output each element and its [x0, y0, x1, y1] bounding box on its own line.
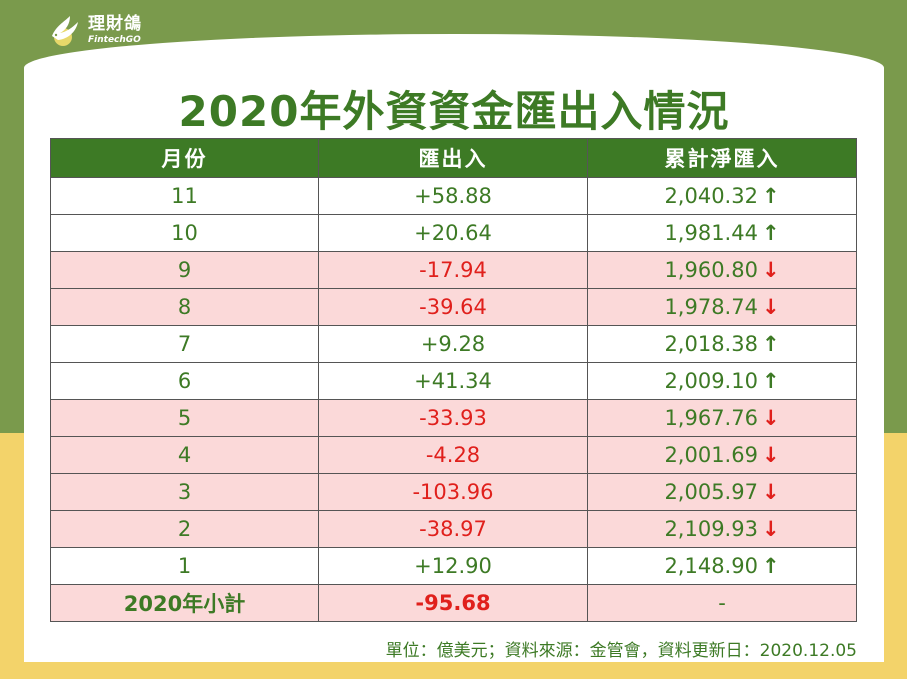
month-cell: 7: [50, 325, 319, 363]
arrow-up-icon: ↑: [761, 184, 780, 208]
header-month: 月份: [50, 138, 319, 178]
cumulative-cell: 1,967.76 ↓: [587, 399, 857, 437]
cumulative-cell: 1,978.74 ↓: [587, 288, 857, 326]
arrow-down-icon: ↓: [761, 406, 780, 430]
month-cell: 5: [50, 399, 319, 437]
footnote: 單位：億美元；資料來源：金管會，資料更新日：2020.12.05: [385, 641, 857, 661]
flow-cell: -103.96: [318, 473, 588, 511]
logo: 理財鴿 FintechGO: [46, 10, 142, 50]
flow-cell: +12.90: [318, 547, 588, 585]
flow-cell: +9.28: [318, 325, 588, 363]
total-flow: -95.68: [318, 584, 588, 622]
cumulative-cell: 2,148.90 ↑: [587, 547, 857, 585]
cumulative-value: 1,981.44: [664, 221, 758, 245]
cumulative-value: 2,005.97: [664, 480, 758, 504]
arrow-up-icon: ↑: [761, 332, 780, 356]
table-row: 4 -4.28 2,001.69 ↓: [50, 436, 857, 474]
capital-flow-table: 月份 匯出入 累計淨匯入 11 +58.88 2,040.32 ↑ 10 +20.64 1,…: [50, 138, 857, 622]
flow-cell: -17.94: [318, 251, 588, 289]
cumulative-cell: 2,109.93 ↓: [587, 510, 857, 548]
flow-cell: -38.97: [318, 510, 588, 548]
flow-cell: +20.64: [318, 214, 588, 252]
total-label: 2020年小計: [50, 584, 319, 622]
table-row: 3 -103.96 2,005.97 ↓: [50, 473, 857, 511]
table-row: 9 -17.94 1,960.80 ↓: [50, 251, 857, 289]
cumulative-value: 2,148.90: [664, 554, 758, 578]
header-flow: 匯出入: [318, 138, 588, 178]
arrow-up-icon: ↑: [761, 554, 780, 578]
table-row: 8 -39.64 1,978.74 ↓: [50, 288, 857, 326]
month-cell: 6: [50, 362, 319, 400]
table-header-row: 月份 匯出入 累計淨匯入: [50, 138, 857, 178]
arrow-up-icon: ↑: [761, 369, 780, 393]
table-row: 1 +12.90 2,148.90 ↑: [50, 547, 857, 585]
month-cell: 2: [50, 510, 319, 548]
cumulative-cell: 2,009.10 ↑: [587, 362, 857, 400]
month-cell: 9: [50, 251, 319, 289]
flow-cell: +58.88: [318, 177, 588, 215]
cumulative-cell: 2,040.32 ↑: [587, 177, 857, 215]
cumulative-value: 1,978.74: [664, 295, 758, 319]
cumulative-value: 1,960.80: [664, 258, 758, 282]
arrow-down-icon: ↓: [761, 295, 780, 319]
cumulative-cell: 2,018.38 ↑: [587, 325, 857, 363]
arrow-down-icon: ↓: [761, 480, 780, 504]
flow-cell: -33.93: [318, 399, 588, 437]
logo-name-en: FintechGO: [88, 34, 141, 45]
table-row: 6 +41.34 2,009.10 ↑: [50, 362, 857, 400]
cumulative-cell: 2,005.97 ↓: [587, 473, 857, 511]
table-row: 5 -33.93 1,967.76 ↓: [50, 399, 857, 437]
cumulative-value: 2,040.32: [664, 184, 758, 208]
cumulative-cell: 1,960.80 ↓: [587, 251, 857, 289]
table-row: 11 +58.88 2,040.32 ↑: [50, 177, 857, 215]
month-cell: 3: [50, 473, 319, 511]
cumulative-value: 2,001.69: [664, 443, 758, 467]
arrow-down-icon: ↓: [761, 517, 780, 541]
flow-cell: -4.28: [318, 436, 588, 474]
month-cell: 11: [50, 177, 319, 215]
month-cell: 8: [50, 288, 319, 326]
cumulative-value: 1,967.76: [664, 406, 758, 430]
cumulative-cell: 2,001.69 ↓: [587, 436, 857, 474]
table-row: 2 -38.97 2,109.93 ↓: [50, 510, 857, 548]
table-row: 7 +9.28 2,018.38 ↑: [50, 325, 857, 363]
flow-cell: +41.34: [318, 362, 588, 400]
month-cell: 4: [50, 436, 319, 474]
arrow-down-icon: ↓: [761, 258, 780, 282]
table-total-row: 2020年小計 -95.68-: [50, 584, 857, 622]
arrow-up-icon: ↑: [761, 221, 780, 245]
cumulative-value: 2,009.10: [664, 369, 758, 393]
page-title: 2020年外資資金匯出入情況: [178, 87, 730, 136]
dove-icon: [52, 16, 78, 46]
cumulative-value: 2,109.93: [664, 517, 758, 541]
cumulative-value: 2,018.38: [664, 332, 758, 356]
header-cumulative: 累計淨匯入: [587, 138, 857, 178]
month-cell: 1: [50, 547, 319, 585]
flow-cell: -39.64: [318, 288, 588, 326]
table-row: 10 +20.64 1,981.44 ↑: [50, 214, 857, 252]
cumulative-cell: 1,981.44 ↑: [587, 214, 857, 252]
logo-name-cn: 理財鴿: [88, 13, 142, 34]
total-cumulative: -: [587, 584, 857, 622]
month-cell: 10: [50, 214, 319, 252]
arrow-down-icon: ↓: [761, 443, 780, 467]
